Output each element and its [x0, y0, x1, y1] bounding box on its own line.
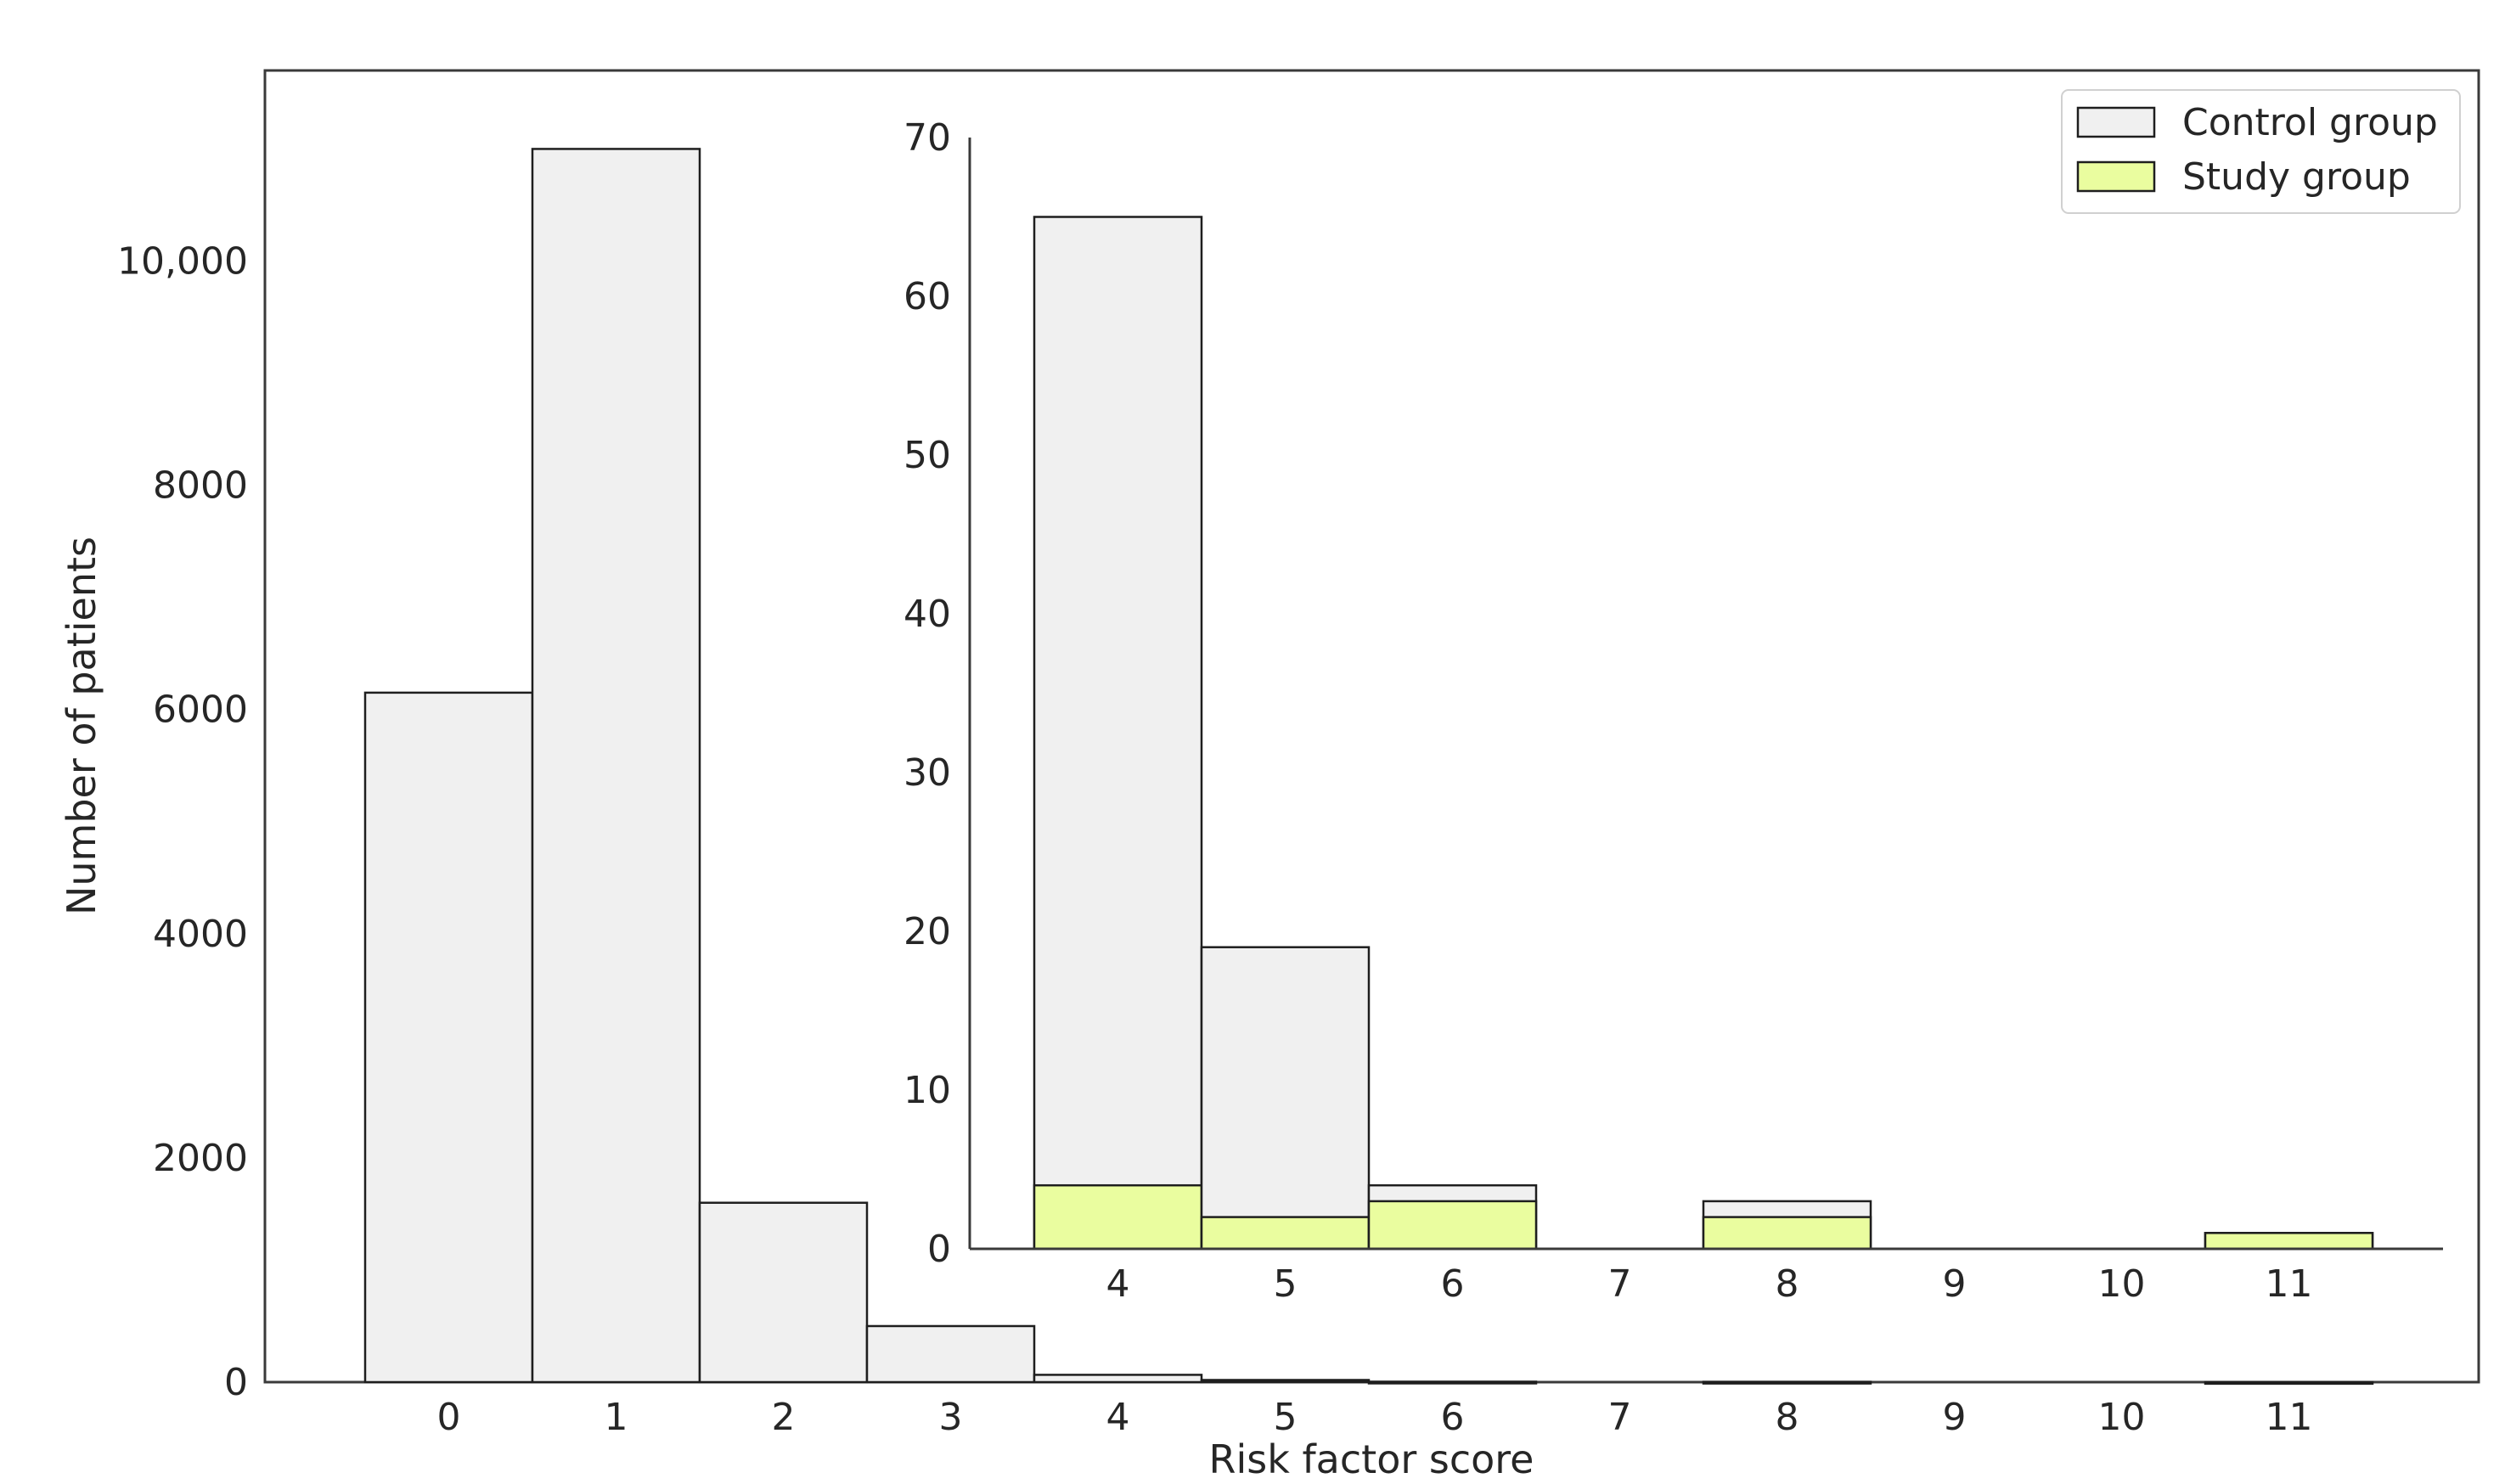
legend: Control group Study group [2061, 89, 2461, 214]
main-bar-control-11 [2204, 1380, 2374, 1386]
y-axis-label: Number of patients [59, 537, 104, 915]
inset-x-tick-6: 6 [1441, 1262, 1465, 1306]
main-x-tick-6: 6 [1441, 1396, 1465, 1439]
main-x-tick-8: 8 [1776, 1396, 1799, 1439]
main-x-tick-9: 9 [1943, 1396, 1967, 1439]
inset-y-tick-10: 10 [903, 1069, 951, 1112]
inset-x-tick-11: 11 [2266, 1262, 2313, 1306]
inset-y-tick-40: 40 [903, 593, 951, 636]
main-bar-control-6 [1367, 1380, 1538, 1385]
main-y-tick-0: 0 [224, 1361, 248, 1404]
legend-swatch-control [2076, 106, 2156, 138]
inset-y-tick-70: 70 [903, 116, 951, 160]
main-bar-control-5 [1200, 1379, 1371, 1384]
inset-bar-study-6 [1367, 1200, 1538, 1251]
inset-x-tick-9: 9 [1943, 1262, 1967, 1306]
main-bar-control-4 [1033, 1374, 1203, 1384]
legend-label-control: Control group [2182, 101, 2438, 144]
inset-y-tick-20: 20 [903, 910, 951, 953]
inset-bar-study-11 [2204, 1232, 2374, 1251]
main-bar-control-1 [531, 148, 701, 1384]
inset-bar-study-8 [1702, 1216, 1872, 1251]
main-y-tick-8000: 8000 [153, 464, 248, 508]
x-axis-label: Risk factor score [1209, 1436, 1534, 1482]
inset-bar-study-5 [1200, 1216, 1371, 1251]
inset-bar-study-4 [1033, 1183, 1203, 1251]
inset-y-tick-60: 60 [903, 275, 951, 318]
inset-bar-control-5 [1200, 946, 1371, 1251]
inset-y-tick-50: 50 [903, 434, 951, 477]
main-x-tick-5: 5 [1274, 1396, 1298, 1439]
inset-x-tick-10: 10 [2098, 1262, 2146, 1306]
legend-label-study: Study group [2182, 155, 2411, 199]
main-x-tick-1: 1 [605, 1396, 628, 1439]
legend-frame [2061, 89, 2461, 214]
main-y-tick-6000: 6000 [153, 689, 248, 732]
main-x-tick-0: 0 [437, 1396, 461, 1439]
main-bar-control-8 [1702, 1380, 1872, 1385]
main-x-tick-11: 11 [2266, 1396, 2313, 1439]
inset-y-tick-30: 30 [903, 751, 951, 795]
main-bar-control-0 [363, 691, 534, 1384]
main-x-tick-7: 7 [1608, 1396, 1632, 1439]
inset-x-tick-8: 8 [1776, 1262, 1799, 1306]
main-y-tick-2000: 2000 [153, 1137, 248, 1180]
inset-y-tick-0: 0 [927, 1228, 951, 1271]
legend-swatch-study [2076, 160, 2156, 193]
inset-x-tick-5: 5 [1274, 1262, 1298, 1306]
main-x-tick-2: 2 [772, 1396, 796, 1439]
main-x-tick-4: 4 [1106, 1396, 1130, 1439]
main-bar-control-2 [698, 1201, 869, 1384]
main-x-tick-10: 10 [2098, 1396, 2146, 1439]
main-y-tick-4000: 4000 [153, 913, 248, 956]
inset-x-tick-4: 4 [1106, 1262, 1130, 1306]
main-x-tick-3: 3 [939, 1396, 963, 1439]
inset-bar-control-4 [1033, 216, 1203, 1251]
inset-x-tick-7: 7 [1608, 1262, 1632, 1306]
main-y-tick-10000: 10,000 [117, 239, 248, 283]
main-bar-control-3 [865, 1324, 1036, 1384]
